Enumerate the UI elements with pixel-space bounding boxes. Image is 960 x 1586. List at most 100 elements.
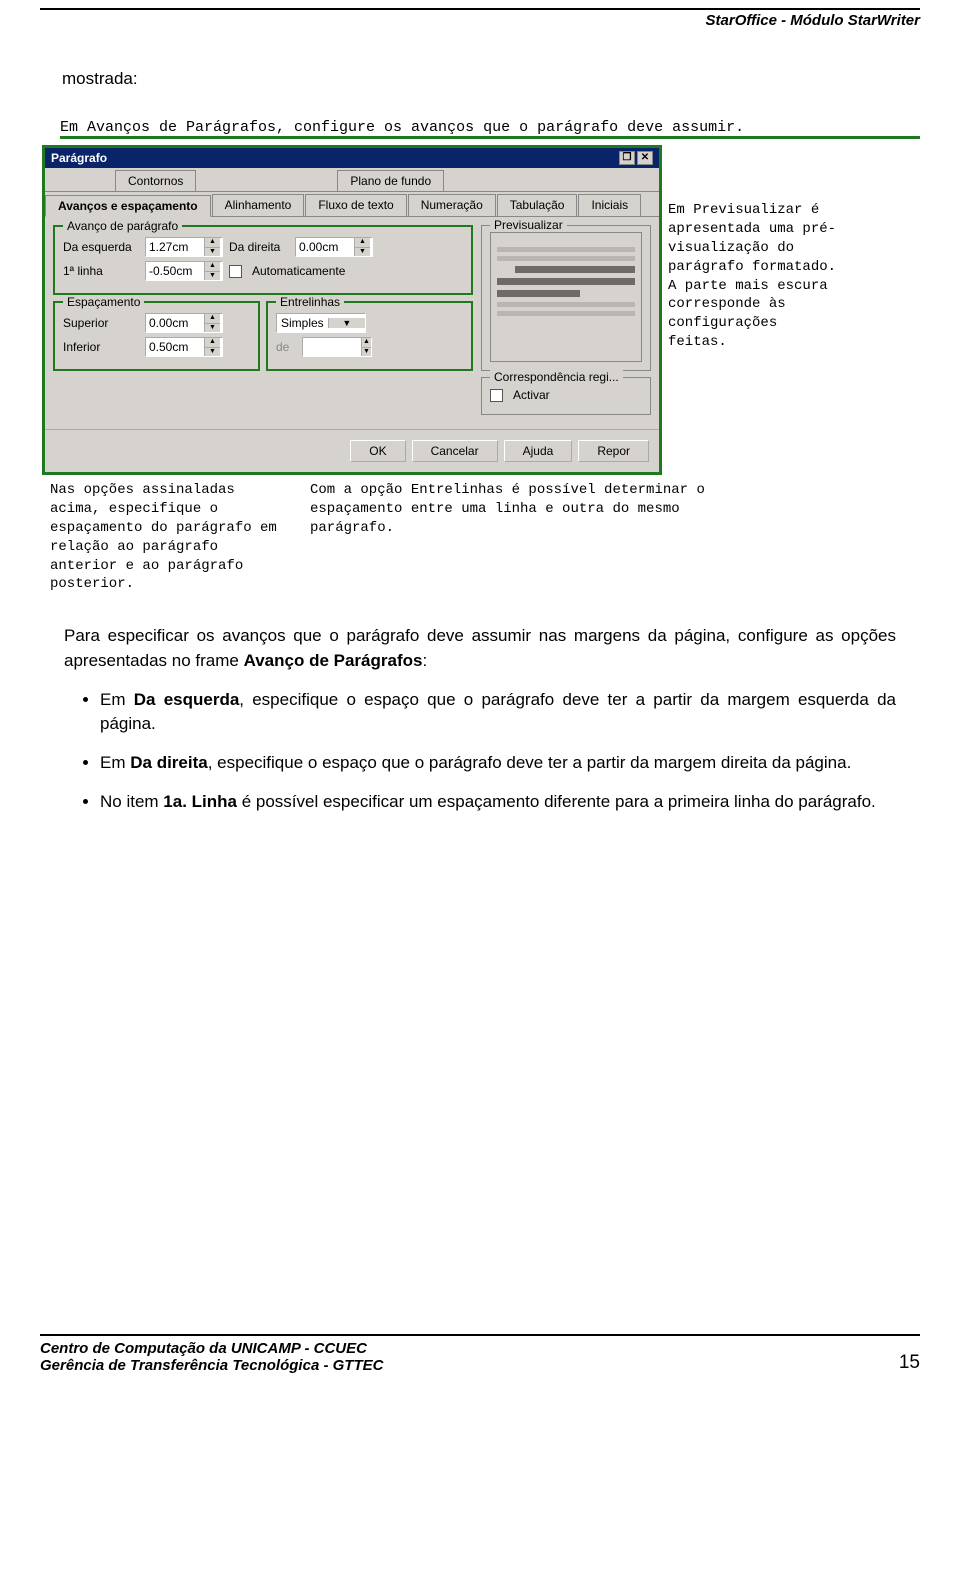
- spin-down-icon[interactable]: ▼: [205, 272, 220, 281]
- legend-avanco: Avanço de parágrafo: [63, 219, 182, 233]
- tab-numeracao[interactable]: Numeração: [408, 194, 496, 216]
- note-right: Com a opção Entrelinhas é possível deter…: [310, 481, 730, 594]
- tab-row-main: Avanços e espaçamento Alinhamento Fluxo …: [45, 192, 659, 217]
- label-da-direita: Da direita: [229, 240, 289, 254]
- preview-line: [497, 256, 635, 261]
- tab-iniciais[interactable]: Iniciais: [578, 194, 641, 216]
- input-inferior[interactable]: ▲▼: [145, 337, 223, 357]
- chevron-down-icon[interactable]: ▼: [328, 318, 365, 328]
- help-button[interactable]: Ajuda: [504, 440, 573, 462]
- li-text: , especifique o espaço que o parágrafo d…: [208, 753, 852, 772]
- label-activar: Activar: [513, 388, 550, 402]
- intro-bold: Avanço de Parágrafos: [244, 651, 423, 670]
- tab-avancos[interactable]: Avanços e espaçamento: [45, 195, 211, 217]
- spin-down-icon[interactable]: ▼: [205, 324, 220, 333]
- note-left: Nas opções assinaladas acima, especifiqu…: [50, 481, 280, 594]
- group-preview: Previsualizar: [481, 225, 651, 371]
- legend-corresp: Correspondência regi...: [490, 370, 623, 384]
- window-close-icon[interactable]: ✕: [637, 151, 653, 165]
- dialog-buttons: OK Cancelar Ajuda Repor: [45, 429, 659, 472]
- label-inferior: Inferior: [63, 340, 139, 354]
- label-da-esquerda: Da esquerda: [63, 240, 139, 254]
- li-text: Em: [100, 753, 130, 772]
- group-correspondencia: Correspondência regi... Activar: [481, 377, 651, 415]
- tab-alinhamento[interactable]: Alinhamento: [212, 194, 305, 216]
- checkbox-auto[interactable]: [229, 265, 242, 278]
- spin-up-icon[interactable]: ▲: [205, 262, 220, 272]
- dialog-titlebar: Parágrafo ❐ ✕: [45, 148, 659, 168]
- intro-text-1: Para especificar os avanços que o parágr…: [64, 626, 896, 670]
- dialog-title: Parágrafo: [51, 151, 107, 165]
- list-item: No item 1a. Linha é possível especificar…: [100, 790, 896, 815]
- spin-down-icon[interactable]: ▼: [355, 248, 370, 257]
- label-de: de: [276, 340, 296, 354]
- li-bold: Da direita: [130, 753, 207, 772]
- legend-preview: Previsualizar: [490, 218, 567, 232]
- list-item: Em Da esquerda, especifique o espaço que…: [100, 688, 896, 737]
- preview-line: [497, 278, 635, 285]
- li-bold: 1a. Linha: [163, 792, 237, 811]
- select-entrelinhas[interactable]: Simples ▼: [276, 313, 366, 333]
- page-number: 15: [899, 1352, 920, 1374]
- side-note: Em Previsualizar é apresentada uma pré-v…: [662, 145, 842, 352]
- li-text: No item: [100, 792, 163, 811]
- preview-panel: [490, 232, 642, 362]
- superior-field[interactable]: [146, 314, 204, 332]
- page-footer: Centro de Computação da UNICAMP - CCUEC …: [40, 1334, 920, 1374]
- legend-espac: Espaçamento: [63, 295, 144, 309]
- ok-button[interactable]: OK: [350, 440, 405, 462]
- da-direita-field[interactable]: [296, 238, 354, 256]
- spin-up-icon[interactable]: ▲: [362, 338, 371, 348]
- primeira-linha-field[interactable]: [146, 262, 204, 280]
- spin-up-icon[interactable]: ▲: [205, 338, 220, 348]
- tab-plano-fundo[interactable]: Plano de fundo: [337, 170, 444, 191]
- input-da-esquerda[interactable]: ▲▼: [145, 237, 223, 257]
- spin-down-icon[interactable]: ▼: [362, 348, 371, 357]
- tab-fluxo[interactable]: Fluxo de texto: [305, 194, 406, 216]
- select-entrelinhas-value: Simples: [277, 316, 328, 330]
- label-primeira-linha: 1ª linha: [63, 264, 139, 278]
- window-restore-icon[interactable]: ❐: [619, 151, 635, 165]
- intro-text-2: :: [422, 651, 427, 670]
- preview-line: [515, 266, 635, 273]
- footer-center: Centro de Computação da UNICAMP - CCUEC: [40, 1340, 367, 1357]
- input-superior[interactable]: ▲▼: [145, 313, 223, 333]
- list-item: Em Da direita, especifique o espaço que …: [100, 751, 896, 776]
- input-de[interactable]: ▲▼: [302, 337, 372, 357]
- preview-line: [497, 311, 635, 316]
- doc-header: StarOffice - Módulo StarWriter: [40, 10, 920, 43]
- input-primeira-linha[interactable]: ▲▼: [145, 261, 223, 281]
- body-text: Para especificar os avanços que o parágr…: [64, 624, 896, 814]
- preview-line: [497, 302, 635, 307]
- input-da-direita[interactable]: ▲▼: [295, 237, 373, 257]
- label-auto: Automaticamente: [252, 264, 345, 278]
- cancel-button[interactable]: Cancelar: [412, 440, 498, 462]
- group-entrelinhas: Entrelinhas Simples ▼ de: [266, 301, 473, 371]
- preview-line: [497, 290, 580, 297]
- checkbox-activar[interactable]: [490, 389, 503, 402]
- spin-up-icon[interactable]: ▲: [205, 238, 220, 248]
- group-avanco: Avanço de parágrafo Da esquerda ▲▼ Da di…: [53, 225, 473, 295]
- group-espacamento: Espaçamento Superior ▲▼: [53, 301, 260, 371]
- li-bold: Da esquerda: [134, 690, 240, 709]
- da-esquerda-field[interactable]: [146, 238, 204, 256]
- caption-top: Em Avanços de Parágrafos, configure os a…: [60, 119, 920, 139]
- inferior-field[interactable]: [146, 338, 204, 356]
- preview-line: [497, 247, 635, 252]
- tab-row-top: Contornos Plano de fundo: [45, 168, 659, 192]
- spin-down-icon[interactable]: ▼: [205, 248, 220, 257]
- de-field: [303, 338, 361, 356]
- reset-button[interactable]: Repor: [578, 440, 649, 462]
- spin-up-icon[interactable]: ▲: [205, 314, 220, 324]
- spin-down-icon[interactable]: ▼: [205, 348, 220, 357]
- legend-entrelinhas: Entrelinhas: [276, 295, 344, 309]
- spin-up-icon[interactable]: ▲: [355, 238, 370, 248]
- li-text: é possível especificar um espaçamento di…: [237, 792, 876, 811]
- label-superior: Superior: [63, 316, 139, 330]
- paragraph-dialog: Parágrafo ❐ ✕ Contornos Plano de fundo A…: [42, 145, 662, 475]
- mostrada-label: mostrada:: [62, 69, 920, 89]
- tab-tabulacao[interactable]: Tabulação: [497, 194, 578, 216]
- tab-contornos[interactable]: Contornos: [115, 170, 196, 191]
- li-text: Em: [100, 690, 134, 709]
- footer-left: Gerência de Transferência Tecnológica - …: [40, 1357, 397, 1374]
